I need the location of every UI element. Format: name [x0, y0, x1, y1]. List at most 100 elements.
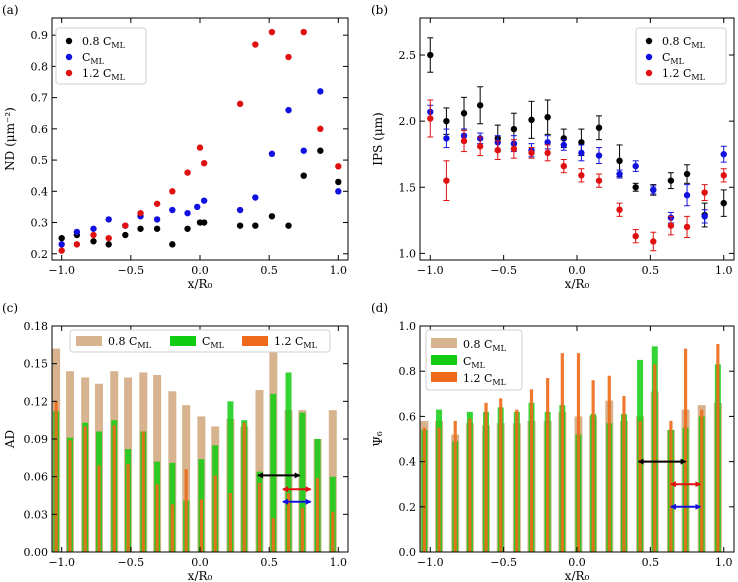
- y-axis-label: IPS (μm): [371, 112, 385, 165]
- legend-label-sub: ML: [492, 344, 506, 353]
- bar: [286, 492, 291, 552]
- y-tick-label: 0.5: [31, 154, 49, 167]
- series-3: [58, 28, 342, 254]
- data-point: [528, 149, 535, 157]
- series-1: [52, 348, 337, 552]
- y-axis-label: AD: [3, 430, 17, 449]
- legend-label-main: 0.8 C: [82, 35, 111, 48]
- data-point: [720, 199, 727, 207]
- bar: [112, 425, 116, 552]
- legend-label-sub: ML: [471, 361, 485, 370]
- data-point: [616, 206, 623, 213]
- bar: [700, 409, 704, 552]
- x-tick-label: 1.0: [715, 556, 733, 569]
- y-tick-label: 0.7: [31, 92, 49, 105]
- data-point: [200, 197, 208, 204]
- legend-swatch: [431, 338, 457, 348]
- data-point: [476, 143, 484, 150]
- data-point: [528, 116, 535, 124]
- legend-label: 0.8 CML: [662, 35, 706, 50]
- bar: [83, 426, 87, 552]
- data-point: [443, 117, 450, 125]
- x-tick-label: −1.0: [48, 556, 75, 569]
- legend-marker: [65, 37, 73, 45]
- bar: [716, 344, 720, 552]
- panel-label-d: (d): [371, 301, 388, 315]
- bar: [331, 511, 335, 552]
- data-point: [285, 106, 292, 114]
- y-tick-label: 0.00: [24, 546, 49, 559]
- y-axis-label: Ψ₆: [371, 431, 385, 447]
- data-point: [578, 172, 585, 179]
- data-point: [90, 225, 97, 232]
- data-point: [616, 157, 623, 165]
- panel-d-psi6-bars: −1.0 −0.5 0.0 0.5 1.0 0.0 0.2 0.4 0.6 0.8 1.0 x/R₀ Ψ…: [371, 320, 735, 582]
- legend-label-sub: ML: [210, 341, 224, 350]
- legend-label-main: 1.2 C: [82, 67, 111, 80]
- data-point: [494, 147, 501, 154]
- y-tick-label: 2.5: [399, 49, 417, 62]
- bar: [184, 469, 188, 552]
- legend-label-main: C: [82, 51, 90, 64]
- data-point: [300, 172, 307, 179]
- data-point: [427, 51, 434, 59]
- series-1: [58, 147, 342, 248]
- data-point: [650, 238, 657, 245]
- panel-a-nd-scatter: −1.0 −0.5 0.0 0.5 1.0 0.2 0.3 0.4 0.5 0.6 0.7 0.8 0.…: [3, 17, 349, 291]
- legend-label-main: 0.8 C: [108, 335, 137, 348]
- bar: [529, 389, 534, 552]
- x-tick-label: −0.5: [490, 556, 517, 569]
- data-point: [268, 213, 276, 220]
- data-point: [632, 184, 639, 191]
- data-point: [252, 41, 259, 48]
- data-point: [194, 203, 201, 211]
- legend-box: [69, 329, 331, 353]
- y-tick-label: 0.18: [24, 320, 49, 333]
- data-point: [169, 206, 176, 214]
- data-point: [169, 188, 176, 195]
- bar: [299, 412, 306, 552]
- legend-marker: [645, 69, 653, 77]
- data-point: [317, 147, 324, 154]
- legend-marker: [65, 53, 73, 61]
- x-tick-label: 0.5: [642, 264, 660, 277]
- legend-swatch: [431, 355, 457, 365]
- bar: [141, 431, 145, 552]
- y-tick-label: 0.12: [24, 395, 49, 408]
- y-tick-label: 0.6: [31, 123, 49, 136]
- legend-label: 0.8 CML: [463, 338, 507, 353]
- data-point: [196, 144, 204, 151]
- legend-label-sub: ML: [111, 41, 125, 50]
- legend-label-sub: ML: [137, 341, 151, 350]
- legend-label-sub: ML: [492, 378, 506, 387]
- data-point: [153, 200, 161, 207]
- bar: [126, 464, 130, 552]
- legend-box: [55, 27, 147, 85]
- data-point: [510, 145, 518, 153]
- legend-label: CML: [82, 51, 105, 66]
- panel-c-ad-bars: −1.0 −0.5 0.0 0.5 1.0 0.00 0.03 0.06 0.09 0.12 0.1…: [3, 320, 349, 582]
- bar: [546, 377, 550, 552]
- legend-label-sub: ML: [691, 41, 705, 50]
- data-point: [73, 241, 81, 248]
- data-point: [667, 222, 675, 229]
- y-tick-label: 0.09: [24, 433, 49, 446]
- legend-swatch: [431, 372, 457, 382]
- bar: [683, 348, 688, 552]
- data-point: [335, 188, 342, 195]
- data-point: [122, 231, 129, 239]
- data-point: [122, 222, 129, 229]
- data-point: [73, 228, 81, 236]
- legend-swatch: [242, 336, 268, 346]
- legend-marker: [645, 53, 653, 61]
- data-point: [105, 241, 112, 248]
- data-point: [285, 222, 292, 229]
- x-tick-label: 1.0: [330, 556, 348, 569]
- y-tick-label: 0.03: [24, 508, 49, 521]
- legend-box: [635, 27, 727, 85]
- x-tick-label: −0.5: [117, 556, 144, 569]
- data-point: [90, 231, 97, 239]
